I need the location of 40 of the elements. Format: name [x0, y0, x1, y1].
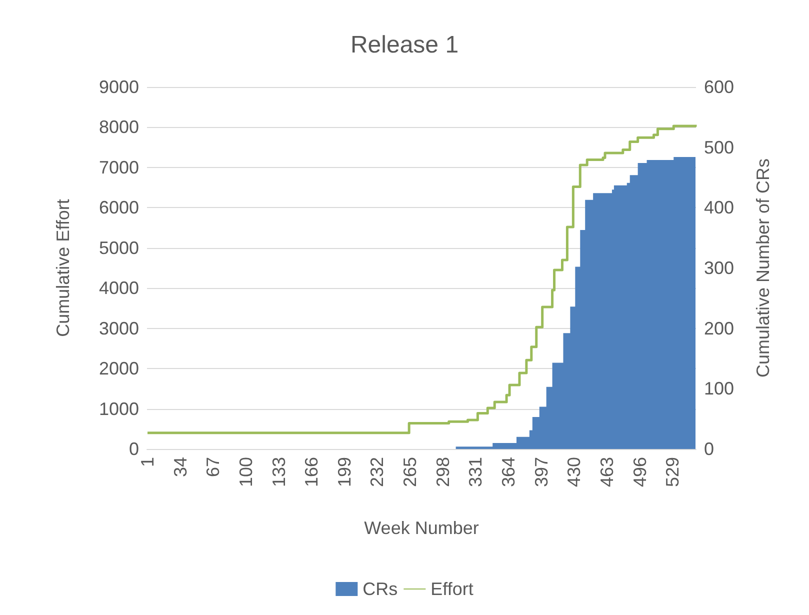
y-tick-label: 2000 [98, 358, 139, 379]
y2-tick-label: 400 [704, 198, 734, 218]
x-tick-label: 67 [203, 457, 224, 478]
x-tick-label: 463 [596, 457, 617, 488]
y-tick-label: 8000 [98, 117, 139, 138]
y-axis-title: Cumulative Effort [53, 199, 73, 337]
y2-tick-label: 500 [704, 137, 734, 158]
y-tick-label: 5000 [98, 238, 139, 258]
x-tick-label: 430 [564, 457, 584, 488]
x-tick-label: 199 [334, 457, 354, 488]
y-tick-label: 0 [128, 439, 139, 459]
chart-title: Release 1 [350, 32, 459, 58]
x-tick-label: 364 [498, 457, 519, 488]
y-tick-label: 9000 [98, 77, 139, 97]
y-tick-label: 7000 [98, 157, 139, 178]
y2-tick-label: 300 [704, 258, 734, 278]
x-tick-label: 232 [367, 457, 388, 488]
y-tick-label: 3000 [98, 318, 139, 338]
x-tick-label: 529 [662, 457, 683, 488]
x-tick-label: 34 [170, 457, 190, 478]
y2-tick-label: 600 [704, 77, 734, 97]
x-tick-label: 397 [531, 457, 552, 488]
x-tick-label: 496 [630, 457, 650, 488]
y-tick-label: 6000 [98, 198, 139, 218]
y2-tick-label: 0 [704, 439, 714, 459]
legend-label: CRs [362, 579, 398, 599]
x-tick-label: 265 [400, 457, 420, 488]
x-tick-label: 298 [432, 457, 453, 488]
y2-tick-label: 100 [704, 378, 734, 399]
x-tick-label: 331 [466, 457, 486, 488]
x-tick-label: 1 [137, 457, 158, 468]
legend-label: Effort [430, 579, 474, 599]
y2-tick-label: 200 [704, 318, 734, 338]
y2-axis-title: Cumulative Number of CRs [753, 158, 773, 378]
x-axis-title: Week Number [364, 518, 479, 538]
x-tick-label: 100 [236, 457, 256, 488]
y-tick-label: 1000 [98, 398, 139, 419]
x-tick-label: 166 [302, 457, 322, 488]
y-tick-label: 4000 [98, 278, 139, 298]
x-tick-label: 133 [268, 457, 289, 488]
